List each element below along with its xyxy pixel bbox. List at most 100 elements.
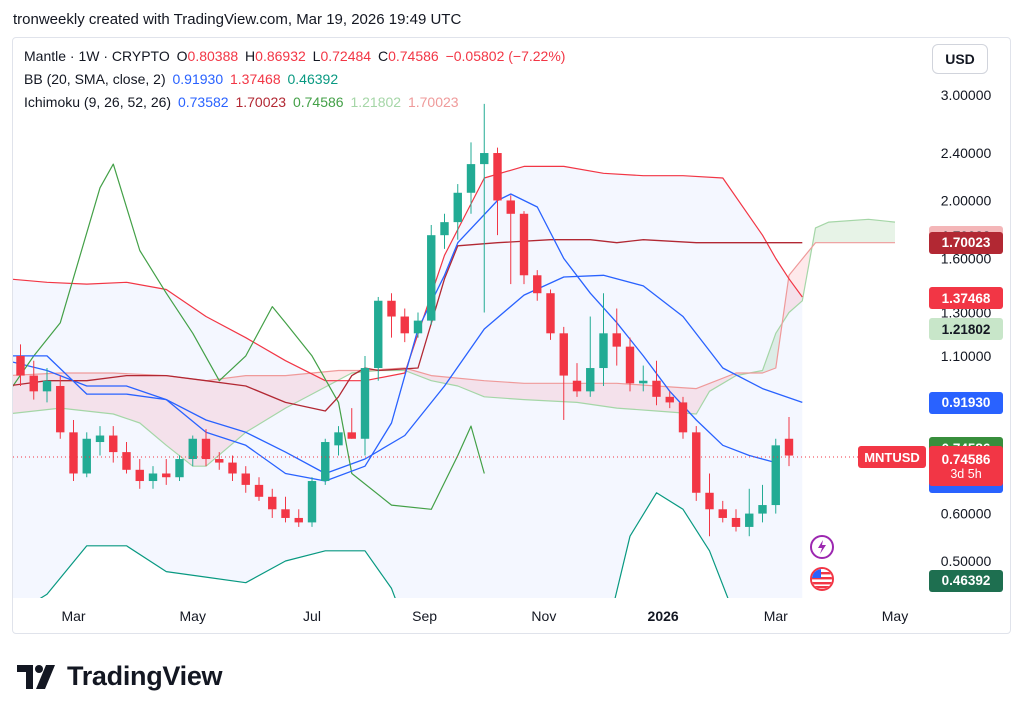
candle (347, 408, 356, 439)
candle (639, 365, 648, 392)
candle (413, 312, 423, 338)
candle-body (533, 275, 542, 294)
candle-body (29, 375, 38, 392)
candle-body (678, 402, 688, 433)
candle-body (639, 380, 648, 384)
candle (29, 360, 38, 400)
candle (82, 432, 91, 478)
chart-frame[interactable] (12, 37, 1011, 634)
candle-body (82, 438, 91, 474)
bollinger-lower-line (39, 492, 729, 598)
candle (745, 488, 754, 537)
candle-body (122, 452, 131, 470)
candle-body (360, 368, 370, 439)
candle (228, 455, 237, 482)
legend-bb-label[interactable]: BB (20, SMA, close, 2) (24, 71, 166, 87)
ichimoku-cloud-bearish (13, 368, 750, 467)
candle-body (493, 153, 502, 201)
legend-o-value: 0.80388 (187, 48, 239, 64)
tradingview-logo-icon (17, 664, 55, 689)
ichimoku-conversion-line (13, 193, 776, 482)
legend-symbol[interactable]: Mantle · 1W · CRYPTO (24, 48, 170, 64)
candle (572, 363, 582, 397)
candle-body (758, 505, 767, 514)
ichimoku-cloud-bearish (779, 250, 809, 345)
currency-button[interactable]: USD (932, 44, 988, 74)
lightning-icon[interactable] (810, 535, 834, 559)
candle (360, 355, 370, 456)
candle-body (69, 432, 78, 474)
y-tick-label: 0.50000 (941, 553, 992, 569)
candle-body (387, 300, 396, 317)
candle-body (572, 380, 582, 392)
candle (122, 442, 131, 474)
tradingview-logo[interactable]: TradingView (17, 661, 223, 692)
x-tick-label: May (882, 608, 908, 624)
indicator-lines (13, 163, 896, 598)
candle (705, 473, 714, 537)
candle (758, 484, 767, 523)
legend-l-label: L (312, 48, 321, 64)
candle-body (692, 432, 701, 493)
candle-body (771, 445, 780, 506)
candle-body (254, 484, 264, 497)
current-price-symbol: MNTUSD (864, 449, 920, 465)
y-tick-label: 1.60000 (941, 250, 992, 266)
candle (493, 147, 502, 236)
legend-c-value: 0.74586 (388, 48, 439, 64)
candle-body (731, 517, 741, 527)
candle-body (427, 235, 436, 321)
candle (321, 438, 330, 485)
candle (612, 308, 621, 366)
chart-attribution-header: tronweekly created with TradingView.com,… (13, 11, 462, 28)
candle-body (374, 300, 383, 369)
candle (135, 459, 144, 489)
candle (215, 452, 224, 470)
candle (678, 396, 688, 439)
legend-bb-upper: 1.37468 (230, 71, 281, 87)
legend-bollinger: BB (20, SMA, close, 2) 0.91930 1.37468 0… (24, 71, 341, 87)
candle-body (480, 153, 489, 165)
candle-body (718, 509, 727, 518)
y-tick-label: 2.40000 (941, 145, 992, 161)
candle (440, 213, 449, 249)
price-scale-tag: 0.91930 (929, 391, 1003, 414)
candle (480, 103, 489, 313)
candle (453, 184, 462, 240)
candle-body (201, 438, 211, 460)
candlesticks (16, 103, 794, 537)
candle (784, 416, 794, 467)
candle (254, 477, 264, 501)
candle-body (42, 380, 52, 392)
candle (546, 289, 555, 340)
price-scale-tag: 1.37468 (929, 287, 1003, 309)
candle (533, 270, 542, 301)
us-flag-event-icon[interactable] (810, 567, 834, 591)
candle-body (281, 509, 290, 518)
candle-body (466, 164, 476, 193)
legend-ichimoku-lagging: 0.74586 (292, 94, 344, 110)
candle-body (413, 320, 423, 334)
x-tick-label: Jul (303, 608, 321, 624)
bollinger-upper-line (13, 165, 803, 382)
bar-countdown: 3d 5h (950, 466, 982, 481)
current-price-value: 0.74586 (941, 451, 991, 467)
candle (268, 488, 277, 518)
candle-body (228, 462, 237, 474)
candle (294, 509, 303, 527)
candle (466, 142, 476, 214)
candle (56, 375, 65, 439)
candle-body (745, 513, 754, 527)
candle-body (559, 333, 568, 376)
candle-body (175, 459, 184, 478)
candle (665, 391, 674, 409)
candle (387, 293, 396, 338)
legend-o-label: O (176, 48, 188, 64)
candle (427, 224, 436, 325)
legend-ohlc: Mantle · 1W · CRYPTO O0.80388 H0.86932 L… (24, 48, 568, 64)
candle-body (294, 517, 303, 523)
legend-ichimoku-label[interactable]: Ichimoku (9, 26, 52, 26) (24, 94, 172, 110)
legend-ichimoku: Ichimoku (9, 26, 52, 26) 0.73582 1.70023… (24, 94, 462, 110)
candle-body (519, 213, 529, 276)
